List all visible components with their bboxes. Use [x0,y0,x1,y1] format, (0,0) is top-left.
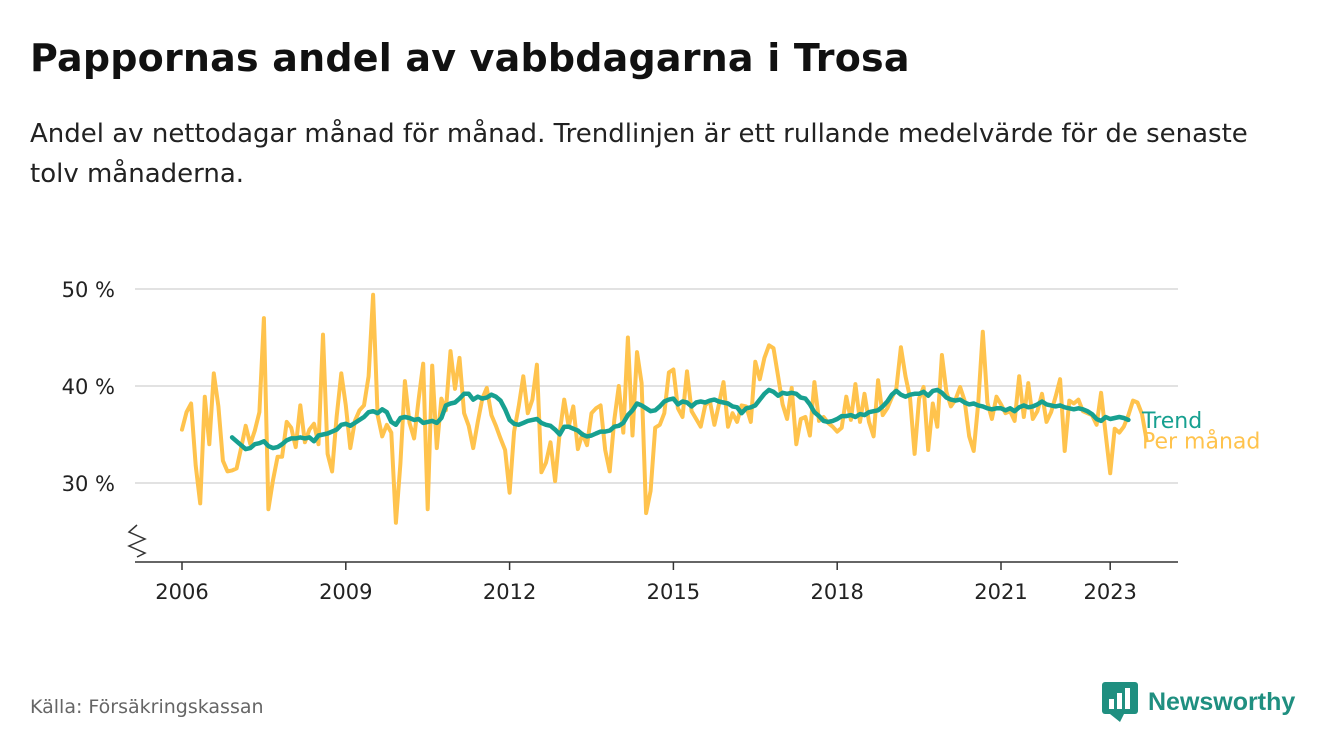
y-tick-label-30: 30 % [62,472,115,496]
series-line-trend [229,387,1131,452]
chart-title: Pappornas andel av vabbdagarna i Trosa [30,36,910,80]
x-tick-label-2021: 2021 [974,580,1027,604]
newsworthy-icon [1102,682,1138,722]
x-tick-label-2012: 2012 [483,580,536,604]
axis-break-mark [127,524,147,558]
x-axis: 2006 2009 2012 2015 2018 2021 2023 [127,524,1178,604]
y-tick-label-40: 40 % [62,375,115,399]
source-credit: Källa: Försäkringskassan [30,696,264,718]
x-tick-label-2009: 2009 [319,580,372,604]
series-line-monthly [180,292,1149,525]
legend-label-trend: Trend [1141,409,1202,434]
legend-label-monthly: Per månad [1142,428,1260,454]
x-tick-label-2015: 2015 [647,580,700,604]
grid-lines [135,288,1178,484]
series-lines [180,292,1149,525]
y-tick-labels: 30 % 40 % 50 % [62,278,115,496]
x-tick-label-2006: 2006 [155,580,208,604]
chart-subtitle: Andel av nettodagar månad för månad. Tre… [30,119,1248,189]
brand-name: Newsworthy [1148,687,1296,716]
x-tick-label-2018: 2018 [810,580,863,604]
x-tick-label-2023: 2023 [1083,580,1136,604]
y-tick-label-50: 50 % [62,278,115,302]
newsworthy-logo: Newsworthy [1102,682,1295,722]
